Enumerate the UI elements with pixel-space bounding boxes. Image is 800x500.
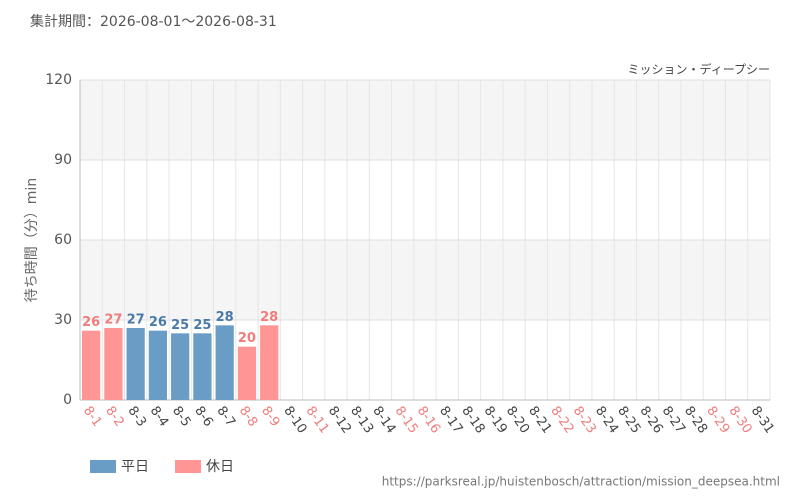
x-tick-label: 8-13 xyxy=(347,404,376,437)
x-tick-label: 8-26 xyxy=(636,404,665,437)
x-tick-label: 8-24 xyxy=(592,404,621,437)
data-label: 26 xyxy=(149,315,167,330)
legend-label: 平日 xyxy=(121,459,149,475)
x-tick-label: 8-12 xyxy=(325,404,354,437)
x-tick-label: 8-9 xyxy=(258,404,282,430)
data-label: 25 xyxy=(193,318,211,333)
x-tick-label: 8-1 xyxy=(80,404,104,430)
source-url: https://parksreal.jp/huistenbosch/attrac… xyxy=(382,475,780,489)
data-label: 27 xyxy=(127,313,145,328)
x-tick-label: 8-10 xyxy=(280,404,309,437)
bar xyxy=(148,330,168,400)
bar xyxy=(82,330,101,400)
legend-swatch xyxy=(175,460,201,473)
x-tick-label: 8-17 xyxy=(436,404,465,437)
x-tick-label: 8-22 xyxy=(547,404,576,437)
x-tick-label: 8-19 xyxy=(481,404,510,437)
bar xyxy=(126,328,145,400)
y-tick-label: 90 xyxy=(54,152,72,168)
bar xyxy=(237,346,257,400)
x-tick-label: 8-11 xyxy=(303,404,332,437)
subtitle: 集計期間：2026-08-01～2026-08-31 xyxy=(30,13,277,30)
y-tick-label: 120 xyxy=(45,72,72,88)
data-label: 26 xyxy=(82,315,100,330)
x-tick-label: 8-15 xyxy=(392,404,421,437)
x-tick-label: 8-6 xyxy=(191,404,215,430)
x-tick-label: 8-14 xyxy=(369,404,398,437)
bar xyxy=(104,328,123,400)
legend-label: 休日 xyxy=(206,459,234,475)
x-tick-label: 8-4 xyxy=(147,404,171,430)
annotation: ミッション・ディープシー xyxy=(628,62,770,77)
x-tick-label: 8-7 xyxy=(214,404,238,430)
grid-band xyxy=(80,240,770,320)
x-tick-label: 8-29 xyxy=(703,404,732,437)
bar xyxy=(171,333,190,400)
x-tick-label: 8-23 xyxy=(570,404,599,437)
x-tick-label: 8-30 xyxy=(725,404,754,437)
x-tick-label: 8-27 xyxy=(659,404,688,437)
legend-swatch xyxy=(90,460,116,473)
bar xyxy=(215,325,234,400)
bar xyxy=(193,333,212,400)
y-tick-label: 30 xyxy=(54,312,72,328)
bar xyxy=(260,325,279,400)
x-tick-label: 8-18 xyxy=(458,404,487,437)
x-tick-label: 8-8 xyxy=(236,404,260,430)
y-tick-label: 0 xyxy=(63,392,72,408)
x-tick-label: 8-3 xyxy=(125,404,149,430)
data-label: 20 xyxy=(238,331,256,346)
x-tick-label: 8-20 xyxy=(503,404,532,437)
data-label: 25 xyxy=(171,318,189,333)
y-tick-label: 60 xyxy=(54,232,72,248)
data-label: 28 xyxy=(216,310,234,325)
x-tick-label: 8-21 xyxy=(525,404,554,437)
x-tick-label: 8-31 xyxy=(748,404,777,437)
grid-band xyxy=(80,80,770,160)
data-label: 28 xyxy=(260,310,278,325)
y-axis-label: 待ち時間（分）min xyxy=(24,178,40,302)
x-tick-label: 8-25 xyxy=(614,404,643,437)
x-tick-label: 8-16 xyxy=(414,404,443,437)
data-label: 27 xyxy=(104,313,122,328)
x-tick-label: 8-2 xyxy=(102,404,126,430)
x-tick-label: 8-28 xyxy=(681,404,710,437)
x-tick-label: 8-5 xyxy=(169,404,193,430)
